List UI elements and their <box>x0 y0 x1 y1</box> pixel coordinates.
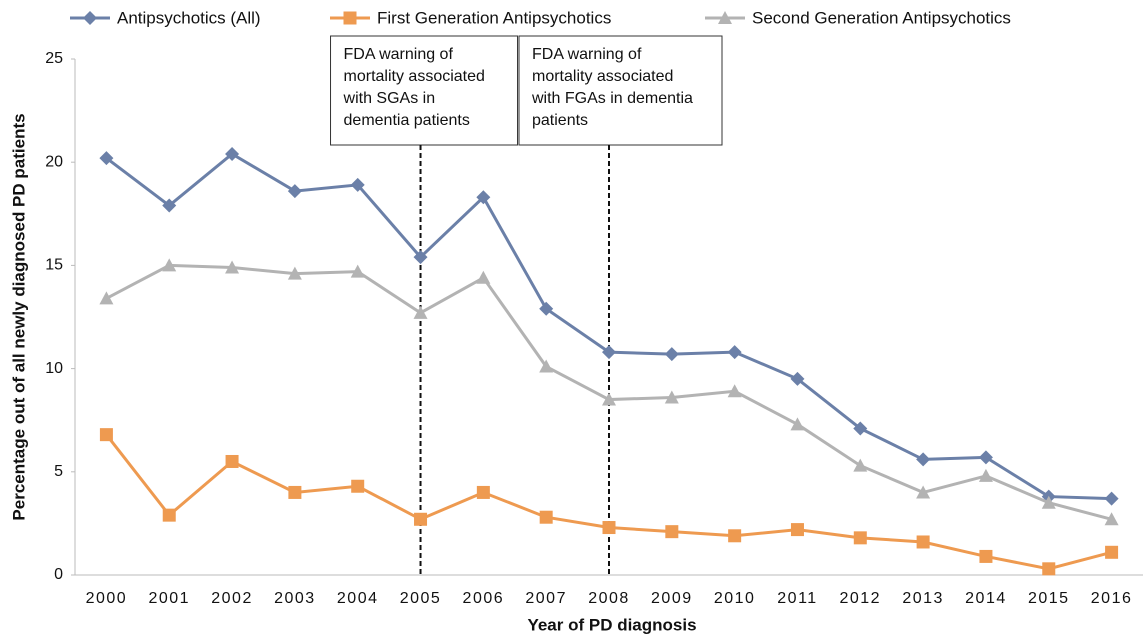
point <box>665 525 679 539</box>
annotation-box <box>330 35 519 146</box>
point <box>414 512 428 526</box>
point <box>602 521 616 535</box>
annotation-text: dementia patients <box>344 112 470 129</box>
point <box>727 345 742 360</box>
x-tick-label: 2015 <box>1028 590 1070 607</box>
x-tick-label: 2006 <box>463 590 505 607</box>
x-tick-label: 2005 <box>400 590 442 607</box>
point <box>162 198 177 213</box>
point <box>664 347 679 362</box>
x-tick-label: 2003 <box>274 590 316 607</box>
annotation-box <box>518 35 723 146</box>
annotation-text: mortality associated <box>532 68 673 85</box>
x-tick-label: 2002 <box>211 590 253 607</box>
x-tick-label: 2012 <box>839 590 881 607</box>
x-tick-label: 2016 <box>1091 590 1133 607</box>
point <box>728 529 742 543</box>
point <box>790 523 804 537</box>
point <box>287 266 302 280</box>
point <box>1105 545 1119 559</box>
annotation-text: with FGAs in dementia <box>531 90 693 107</box>
point <box>288 485 302 499</box>
point <box>1041 495 1056 509</box>
x-axis-title: Year of PD diagnosis <box>527 615 696 634</box>
x-tick-label: 2009 <box>651 590 693 607</box>
point <box>476 190 491 205</box>
point <box>1104 491 1119 506</box>
point <box>1042 562 1056 576</box>
legend-label: First Generation Antipsychotics <box>377 8 611 27</box>
x-tick-label: 2013 <box>902 590 944 607</box>
annotation-text: FDA warning of <box>344 46 454 63</box>
x-tick-label: 2007 <box>525 590 567 607</box>
point <box>916 535 930 549</box>
point <box>790 417 805 431</box>
point <box>916 452 931 467</box>
y-axis-title: Percentage out of all newly diagnosed PD… <box>9 113 28 520</box>
point <box>162 508 176 522</box>
point <box>916 485 931 499</box>
y-tick-label: 25 <box>45 50 63 67</box>
y-tick-label: 5 <box>54 463 63 480</box>
point <box>978 450 993 465</box>
point <box>664 390 679 404</box>
point <box>853 458 868 472</box>
point <box>350 264 365 278</box>
y-tick-label: 0 <box>54 566 63 583</box>
point <box>539 359 554 373</box>
y-tick-label: 15 <box>45 257 63 274</box>
legend-label: Second Generation Antipsychotics <box>752 8 1011 27</box>
point <box>602 392 616 406</box>
y-tick-label: 10 <box>45 360 63 377</box>
annotation-text: patients <box>532 112 588 129</box>
x-tick-label: 2014 <box>965 590 1007 607</box>
annotation-text: FDA warning of <box>532 46 642 63</box>
legend-marker <box>718 11 732 24</box>
x-tick-label: 2011 <box>777 590 817 607</box>
point <box>162 258 177 272</box>
x-tick-label: 2000 <box>86 590 128 607</box>
point <box>99 151 114 166</box>
point <box>1104 512 1119 526</box>
x-tick-label: 2004 <box>337 590 379 607</box>
point <box>476 270 491 284</box>
point <box>790 371 805 386</box>
point <box>351 479 365 493</box>
point <box>979 549 993 563</box>
x-tick-label: 2010 <box>714 590 756 607</box>
point <box>99 428 113 442</box>
point <box>287 184 302 199</box>
y-tick-label: 20 <box>45 153 63 170</box>
annotation-text: mortality associated <box>344 68 485 85</box>
point <box>476 485 490 499</box>
annotation-text: with SGAs in <box>343 90 436 107</box>
point <box>978 468 993 482</box>
x-tick-label: 2001 <box>148 590 190 607</box>
point <box>225 454 239 468</box>
point <box>602 345 616 360</box>
legend-marker <box>83 11 97 25</box>
point <box>413 250 428 265</box>
point <box>413 305 428 319</box>
point <box>225 260 240 274</box>
legend-marker <box>343 11 357 25</box>
point <box>350 177 365 192</box>
point <box>539 510 553 524</box>
point <box>539 301 554 316</box>
point <box>853 531 867 545</box>
point <box>225 146 240 161</box>
point <box>99 291 114 305</box>
legend-label: Antipsychotics (All) <box>117 8 261 27</box>
point <box>727 384 742 398</box>
x-tick-label: 2008 <box>588 590 630 607</box>
point <box>853 421 868 436</box>
